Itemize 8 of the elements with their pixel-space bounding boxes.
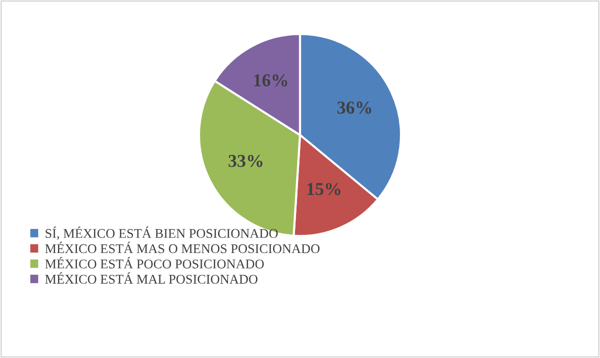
legend-label: MÉXICO ESTÁ MAS O MENOS POSICIONADO (45, 242, 320, 254)
data-label: 16% (254, 74, 288, 86)
legend-label: MÉXICO ESTÁ MAL POSICIONADO (45, 272, 258, 284)
legend-label: SÍ, MÉXICO ESTÁ BIEN POSICIONADO (46, 226, 278, 240)
data-label: 36% (337, 102, 372, 114)
data-label: 33% (228, 154, 262, 168)
data-label: 15% (307, 182, 340, 196)
legend-label: MÉXICO ESTÁ POCO POSICIONADO (45, 257, 264, 268)
